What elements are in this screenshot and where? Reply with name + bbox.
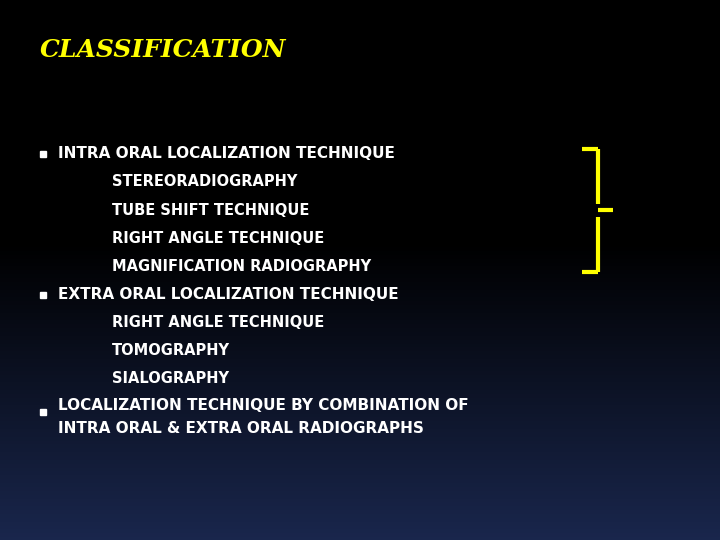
Text: INTRA ORAL & EXTRA ORAL RADIOGRAPHS: INTRA ORAL & EXTRA ORAL RADIOGRAPHS [58, 421, 423, 436]
Text: TUBE SHIFT TECHNIQUE: TUBE SHIFT TECHNIQUE [112, 202, 309, 218]
Text: STEREORADIOGRAPHY: STEREORADIOGRAPHY [112, 174, 297, 190]
Text: CLASSIFICATION: CLASSIFICATION [40, 38, 286, 62]
Bar [40, 151, 45, 157]
Bar [40, 292, 45, 298]
Text: RIGHT ANGLE TECHNIQUE: RIGHT ANGLE TECHNIQUE [112, 315, 324, 330]
Text: INTRA ORAL LOCALIZATION TECHNIQUE: INTRA ORAL LOCALIZATION TECHNIQUE [58, 146, 395, 161]
Bar [40, 409, 45, 415]
Text: RIGHT ANGLE TECHNIQUE: RIGHT ANGLE TECHNIQUE [112, 231, 324, 246]
Text: LOCALIZATION TECHNIQUE BY COMBINATION OF: LOCALIZATION TECHNIQUE BY COMBINATION OF [58, 397, 468, 413]
Text: EXTRA ORAL LOCALIZATION TECHNIQUE: EXTRA ORAL LOCALIZATION TECHNIQUE [58, 287, 398, 302]
Text: MAGNIFICATION RADIOGRAPHY: MAGNIFICATION RADIOGRAPHY [112, 259, 371, 274]
Text: SIALOGRAPHY: SIALOGRAPHY [112, 371, 229, 386]
Text: TOMOGRAPHY: TOMOGRAPHY [112, 343, 230, 358]
